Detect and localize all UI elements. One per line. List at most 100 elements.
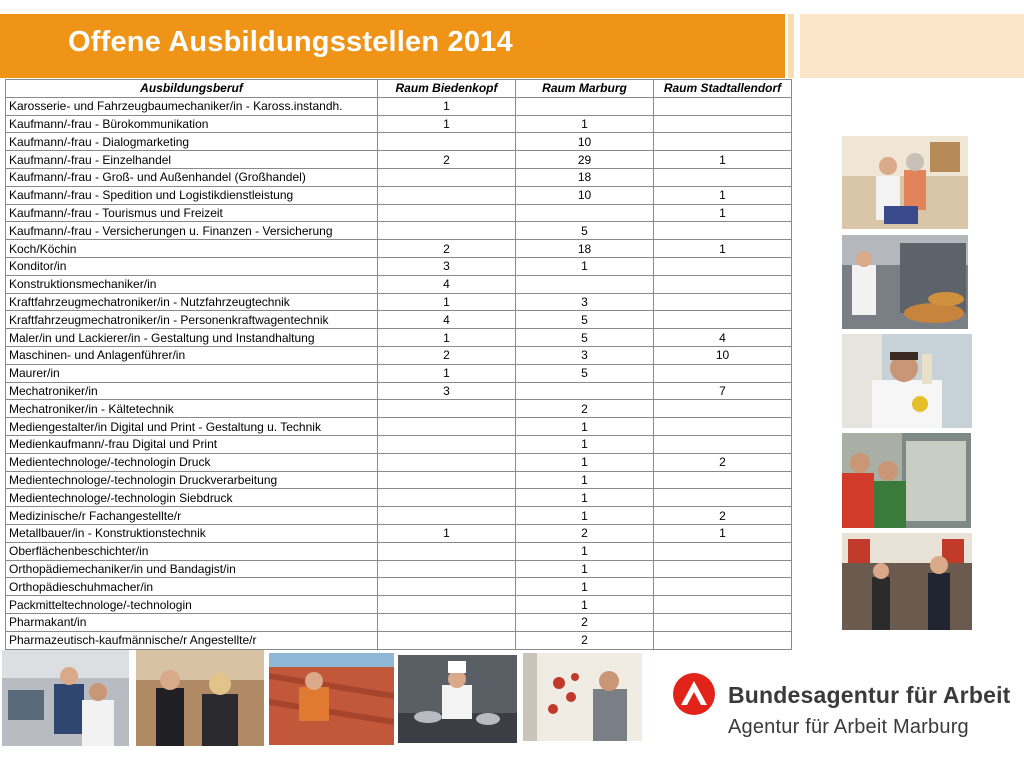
table-cell-occupation: Medienkaufmann/-frau Digital und Print xyxy=(5,434,378,454)
table-cell-count xyxy=(377,221,516,241)
table-cell-count xyxy=(653,114,792,134)
table-cell-count xyxy=(653,630,792,650)
table-cell-count xyxy=(653,399,792,419)
table-row: Oberflächenbeschichter/in 1 xyxy=(5,541,792,561)
table-cell-occupation: Medientechnologe/-technologin Druck xyxy=(5,452,378,472)
table-row: Medizinische/r Fachangestellte/r 1 2 xyxy=(5,506,792,525)
photo-care-worker xyxy=(842,136,968,229)
table-row: Konditor/in 3 1 xyxy=(5,256,792,276)
photo-lab-worker xyxy=(842,334,972,428)
apprenticeship-table-container: Ausbildungsberuf Raum Biedenkopf Raum Ma… xyxy=(5,79,792,650)
table-cell-count xyxy=(377,132,516,152)
table-cell-count xyxy=(653,559,792,579)
table-cell-count: 4 xyxy=(377,310,516,330)
table-cell-count: 1 xyxy=(515,559,654,579)
photo-service-staff xyxy=(136,650,264,746)
table-cell-count xyxy=(377,417,516,436)
header-raum-stadtallendorf: Raum Stadtallendorf xyxy=(653,79,792,98)
page-title: Offene Ausbildungsstellen 2014 xyxy=(68,26,513,58)
table-cell-count: 2 xyxy=(515,523,654,543)
table-cell-count: 2 xyxy=(515,612,654,632)
table-cell-count xyxy=(377,185,516,205)
table-cell-count: 10 xyxy=(515,185,654,205)
table-cell-occupation: Konditor/in xyxy=(5,256,378,276)
table-row: Medienkaufmann/-frau Digital und Print 1 xyxy=(5,434,792,454)
table-cell-count xyxy=(653,488,792,508)
table-row: Kaufmann/-frau - Einzelhandel 2 29 1 xyxy=(5,150,792,169)
table-cell-occupation: Pharmakant/in xyxy=(5,612,378,632)
table-cell-count: 5 xyxy=(515,221,654,241)
table-cell-count xyxy=(377,488,516,508)
table-cell-count xyxy=(653,363,792,383)
table-row: Orthopädieschuhmacher/in 1 xyxy=(5,577,792,597)
table-cell-occupation: Kaufmann/-frau - Tourismus und Freizeit xyxy=(5,203,378,223)
table-cell-count: 1 xyxy=(515,417,654,436)
table-cell-count: 4 xyxy=(377,274,516,294)
table-cell-count xyxy=(377,203,516,223)
table-cell-count: 1 xyxy=(515,452,654,472)
photo-roofer xyxy=(269,653,394,745)
table-cell-occupation: Pharmazeutisch-kaufmännische/r Angestell… xyxy=(5,630,378,650)
table-cell-occupation: Mechatroniker/in xyxy=(5,381,378,401)
header-raum-marburg: Raum Marburg xyxy=(515,79,654,98)
table-row: Kraftfahrzeugmechatroniker/in - Nutzfahr… xyxy=(5,292,792,312)
table-cell-count: 1 xyxy=(515,470,654,490)
table-cell-count xyxy=(653,310,792,330)
table-cell-occupation: Medientechnologe/-technologin Druckverar… xyxy=(5,470,378,490)
table-row: Kaufmann/-frau - Versicherungen u. Finan… xyxy=(5,221,792,241)
table-cell-count xyxy=(377,452,516,472)
table-cell-count: 5 xyxy=(515,363,654,383)
table-cell-count xyxy=(377,612,516,632)
table-cell-count xyxy=(653,417,792,436)
table-row: Maler/in und Lackierer/in - Gestaltung u… xyxy=(5,328,792,347)
table-cell-count: 1 xyxy=(515,506,654,525)
table-cell-occupation: Maschinen- und Anlagenführer/in xyxy=(5,345,378,365)
table-row: Konstruktionsmechaniker/in 4 xyxy=(5,274,792,294)
table-cell-occupation: Kaufmann/-frau - Dialogmarketing xyxy=(5,132,378,152)
table-row: Medientechnologe/-technologin Druck 1 2 xyxy=(5,452,792,472)
table-cell-occupation: Kaufmann/-frau - Groß- und Außenhandel (… xyxy=(5,167,378,187)
table-cell-count xyxy=(653,167,792,187)
table-cell-count: 10 xyxy=(515,132,654,152)
table-cell-count xyxy=(653,256,792,276)
table-cell-occupation: Karosserie- und Fahrzeugbaumechaniker/in… xyxy=(5,96,378,116)
table-cell-count: 1 xyxy=(515,595,654,614)
table-row: Medientechnologe/-technologin Druckverar… xyxy=(5,470,792,490)
table-cell-occupation: Maler/in und Lackierer/in - Gestaltung u… xyxy=(5,328,378,347)
table-cell-count: 1 xyxy=(377,292,516,312)
header-bar xyxy=(0,14,785,78)
table-cell-occupation: Mediengestalter/in Digital und Print - G… xyxy=(5,417,378,436)
header-right-panel xyxy=(800,14,1024,78)
table-cell-count: 1 xyxy=(515,434,654,454)
table-row: Kaufmann/-frau - Groß- und Außenhandel (… xyxy=(5,167,792,187)
table-cell-count: 3 xyxy=(515,345,654,365)
table-cell-count xyxy=(377,434,516,454)
table-row: Kaufmann/-frau - Spedition und Logistikd… xyxy=(5,185,792,205)
table-cell-count: 3 xyxy=(377,381,516,401)
table-row: Mechatroniker/in - Kältetechnik 2 xyxy=(5,399,792,419)
table-header-row: Ausbildungsberuf Raum Biedenkopf Raum Ma… xyxy=(5,79,792,98)
table-cell-count: 1 xyxy=(515,256,654,276)
table-cell-count: 1 xyxy=(653,203,792,223)
table-cell-count: 2 xyxy=(653,506,792,525)
photo-baker xyxy=(842,235,968,329)
table-row: Packmitteltechnologe/-technologin 1 xyxy=(5,595,792,614)
table-cell-occupation: Kaufmann/-frau - Bürokommunikation xyxy=(5,114,378,134)
table-cell-count: 1 xyxy=(515,488,654,508)
table-cell-count xyxy=(377,541,516,561)
table-cell-occupation: Kraftfahrzeugmechatroniker/in - Nutzfahr… xyxy=(5,292,378,312)
table-cell-count: 1 xyxy=(377,96,516,116)
table-row: Koch/Köchin 2 18 1 xyxy=(5,239,792,258)
table-row: Mediengestalter/in Digital und Print - G… xyxy=(5,417,792,436)
table-cell-count xyxy=(515,203,654,223)
logo-line2: Agentur für Arbeit Marburg xyxy=(728,716,969,738)
table-cell-count: 3 xyxy=(515,292,654,312)
table-cell-count: 2 xyxy=(377,345,516,365)
table-cell-count: 1 xyxy=(653,239,792,258)
table-row: Maurer/in 1 5 xyxy=(5,363,792,383)
table-row: Kaufmann/-frau - Dialogmarketing 10 xyxy=(5,132,792,152)
table-row: Pharmazeutisch-kaufmännische/r Angestell… xyxy=(5,630,792,650)
table-cell-count: 1 xyxy=(377,363,516,383)
table-row: Karosserie- und Fahrzeugbaumechaniker/in… xyxy=(5,96,792,116)
table-cell-count: 1 xyxy=(653,150,792,169)
